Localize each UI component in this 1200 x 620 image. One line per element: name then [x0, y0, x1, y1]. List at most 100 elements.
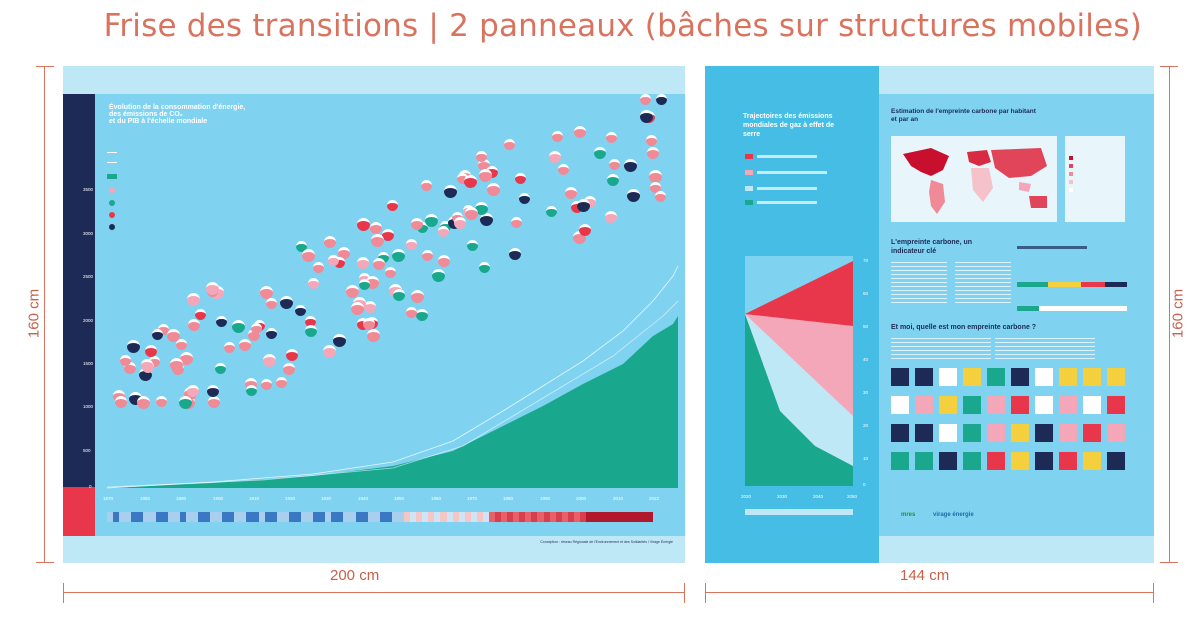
- stripe: [610, 512, 617, 522]
- lifestyle-icon: [1059, 452, 1077, 470]
- event-bubble: [155, 396, 167, 407]
- stripe: [404, 512, 411, 522]
- event-bubble: [304, 315, 316, 327]
- event-bubble: [158, 323, 170, 335]
- x-tick: 1940: [358, 496, 369, 501]
- trajectories-title: Trajectoires des émissions mondiales de …: [743, 113, 835, 138]
- stripe: [210, 512, 217, 522]
- event-bubble: [286, 348, 299, 361]
- stripe: [113, 512, 120, 522]
- event-bubble: [656, 94, 668, 105]
- x-tick: 1930: [321, 496, 332, 501]
- height-label-left: 160 cm: [25, 288, 43, 339]
- stripe: [185, 512, 192, 522]
- event-bubble: [357, 217, 371, 231]
- event-bubble: [443, 184, 457, 198]
- lifestyle-icon: [891, 368, 909, 386]
- area-chart: [106, 265, 679, 489]
- lifestyle-icon: [1011, 452, 1029, 470]
- stripe: [470, 512, 477, 522]
- stripe: [294, 512, 301, 522]
- event-bubble: [573, 126, 586, 139]
- lifestyle-icon: [987, 396, 1005, 414]
- stripe: [592, 512, 599, 522]
- event-bubble: [391, 249, 405, 263]
- lifestyle-icon: [1011, 396, 1029, 414]
- event-bubble: [215, 362, 227, 374]
- x-tick: 2000: [576, 496, 587, 501]
- event-bubble: [510, 216, 522, 228]
- event-bubble: [655, 191, 667, 203]
- event-bubble: [627, 188, 641, 202]
- x-tick: 1950: [394, 496, 405, 501]
- event-bubble: [266, 328, 278, 340]
- event-bubble: [179, 396, 193, 409]
- event-bubble: [504, 138, 515, 150]
- stripe: [246, 512, 253, 522]
- stripe: [482, 512, 489, 522]
- y-tick: 0: [89, 484, 92, 489]
- chart-title: Évolution de la consommation d'énergie, …: [109, 104, 246, 125]
- event-bubble: [282, 362, 295, 375]
- event-bubble: [126, 340, 140, 354]
- stripe: [288, 512, 295, 522]
- event-bubble: [393, 289, 406, 302]
- credits: Conception : réseau Régionale de l'Envir…: [540, 540, 673, 544]
- stripe: [276, 512, 283, 522]
- event-bubble: [261, 379, 273, 391]
- event-bubble: [363, 301, 376, 314]
- event-bubble: [144, 345, 157, 358]
- event-bubble: [294, 304, 306, 316]
- event-bubble: [487, 183, 501, 197]
- stripe: [319, 512, 326, 522]
- stripe: [167, 512, 174, 522]
- event-bubble: [180, 352, 194, 366]
- event-bubble: [551, 131, 563, 143]
- event-bubble: [266, 298, 278, 310]
- event-bubble: [385, 267, 397, 279]
- lifestyle-icon: [915, 368, 933, 386]
- lifestyle-icon: [915, 424, 933, 442]
- event-bubble: [508, 247, 521, 260]
- stripe: [361, 512, 368, 522]
- y-tick: 3000: [83, 231, 94, 236]
- stripe: [416, 512, 423, 522]
- height-label-right: 160 cm: [1169, 288, 1187, 339]
- lifestyle-icon: [1107, 452, 1125, 470]
- event-bubble: [358, 278, 370, 290]
- stripe: [495, 512, 502, 522]
- map-legend: [1065, 136, 1125, 222]
- stripe: [531, 512, 538, 522]
- navy-side-bar: [63, 94, 95, 487]
- event-bubble: [378, 251, 390, 263]
- x-tick: 2022: [649, 496, 660, 501]
- stripe: [282, 512, 289, 522]
- stripe: [143, 512, 150, 522]
- lifestyle-icon: [939, 452, 957, 470]
- lifestyle-icon: [987, 424, 1005, 442]
- event-bubble: [216, 316, 228, 328]
- event-bubble: [609, 159, 621, 171]
- question-section-title: Et moi, quelle est mon empreinte carbone…: [891, 324, 1037, 331]
- event-bubble: [250, 322, 262, 334]
- stripe: [501, 512, 508, 522]
- event-bubble: [296, 241, 308, 253]
- event-bubble: [187, 292, 201, 306]
- stripe: [458, 512, 465, 522]
- stripe: [434, 512, 441, 522]
- event-bubble: [420, 180, 432, 192]
- event-bubble: [259, 286, 273, 300]
- x-tick: 1980: [503, 496, 514, 501]
- y-tick: 1000: [83, 404, 94, 409]
- event-bubble: [607, 173, 620, 186]
- event-bubble: [333, 333, 347, 347]
- lifestyle-icon: [915, 452, 933, 470]
- stripe: [270, 512, 277, 522]
- event-bubble: [312, 262, 324, 274]
- stripe: [179, 512, 186, 522]
- stripe: [355, 512, 362, 522]
- event-bubble: [195, 308, 207, 320]
- event-bubble: [322, 344, 336, 358]
- stripe: [555, 512, 562, 522]
- event-bubble: [421, 250, 433, 262]
